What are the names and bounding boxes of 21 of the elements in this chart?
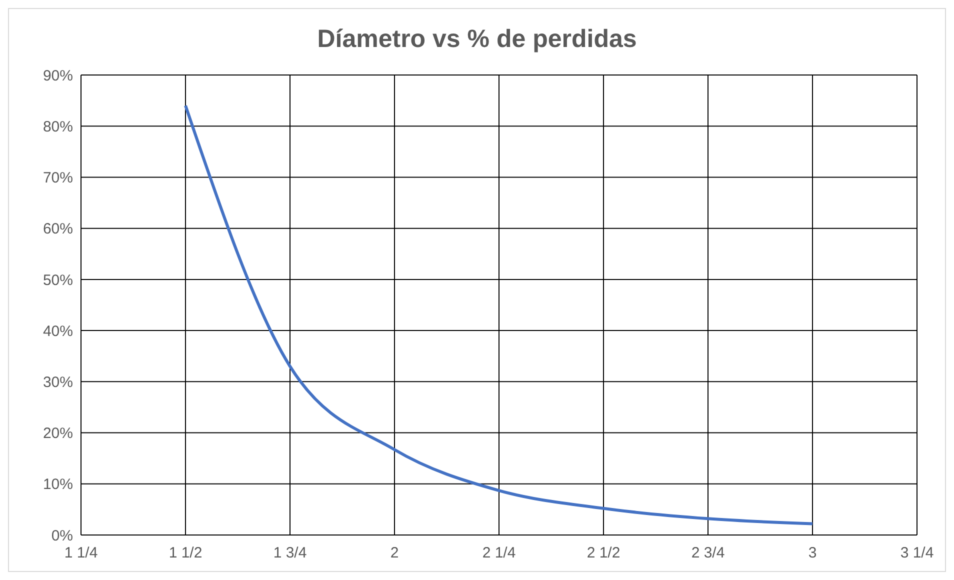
x-tick-label: 2 <box>390 544 399 562</box>
x-tick-label: 2 1/2 <box>586 544 620 562</box>
x-tick-label: 3 1/4 <box>900 544 934 562</box>
y-tick-label: 80% <box>42 118 73 136</box>
x-tick-label: 1 1/2 <box>168 544 202 562</box>
y-tick-label: 50% <box>42 272 73 289</box>
chart-title: Díametro vs % de perdidas <box>316 25 638 55</box>
x-tick-label: 2 3/4 <box>691 544 725 562</box>
y-tick-label: 20% <box>42 425 73 442</box>
y-tick-label: 90% <box>42 67 73 84</box>
x-tick-label: 2 1/4 <box>482 544 516 562</box>
x-tick-label: 3 <box>808 544 817 562</box>
y-tick-label: 30% <box>42 374 73 391</box>
x-tick-label: 1 1/4 <box>64 544 98 562</box>
y-tick-label: 40% <box>42 322 73 340</box>
y-tick-label: 60% <box>42 220 73 238</box>
y-tick-label: 10% <box>42 476 73 494</box>
y-tick-label: 0% <box>51 527 73 544</box>
line-series <box>184 104 814 526</box>
x-tick-label: 1 3/4 <box>273 544 307 562</box>
y-tick-label: 70% <box>42 170 73 187</box>
